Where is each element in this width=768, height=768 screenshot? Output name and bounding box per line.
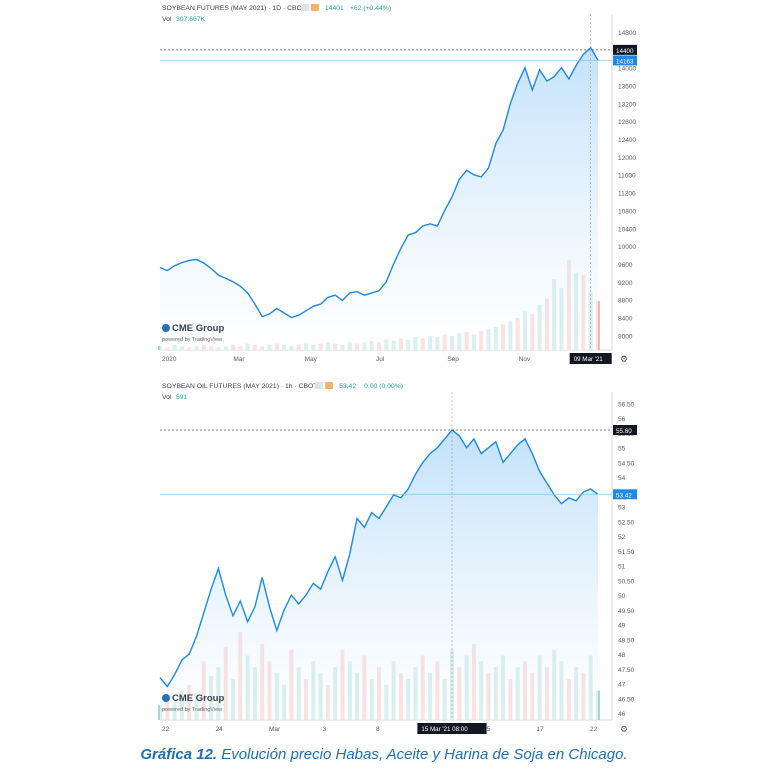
- y-tick-label: 55: [618, 446, 626, 453]
- soybean-oil-futures-chart: 56.505655.505554.505453.505352.505251.50…: [0, 378, 768, 740]
- price-label: 14163: [616, 58, 634, 65]
- x-tick-label: 3: [323, 726, 327, 733]
- x-tick-label: Jul: [376, 356, 385, 363]
- price-change-text: +62 (+0.44%): [350, 5, 391, 12]
- exchange-badge-icon: [310, 4, 319, 11]
- y-tick-label: 46.50: [618, 696, 635, 703]
- volume-value: 591: [176, 394, 188, 401]
- y-tick-label: 50.50: [618, 578, 635, 585]
- cme-group-watermark: CME Group: [172, 323, 224, 334]
- cme-logo-icon: [162, 694, 170, 702]
- x-tick-label: 22: [590, 726, 598, 733]
- x-highlight-label: 15 Mar '21 08:00: [421, 726, 468, 733]
- y-tick-label: 54.50: [618, 460, 635, 467]
- y-tick-label: 11200: [618, 191, 636, 198]
- y-tick-label: 54: [618, 475, 626, 482]
- y-tick-label: 9200: [618, 280, 633, 287]
- caption-text: Evolución precio Habas, Aceite y Harina …: [221, 746, 628, 763]
- x-highlight-box: [569, 353, 612, 364]
- powered-by-label: powered by TradingView: [162, 707, 222, 713]
- x-tick-label: Sep: [447, 356, 459, 363]
- y-tick-label: 52: [618, 534, 626, 541]
- price-change-text: 0.00 (0.00%): [364, 383, 403, 390]
- volume-value: 307.667K: [176, 16, 206, 23]
- y-tick-label: 56.50: [618, 401, 635, 408]
- y-tick-label: 50: [618, 593, 626, 600]
- price-label: 14400: [616, 48, 634, 55]
- exchange-badge-icon: [325, 382, 334, 389]
- chart-symbol-title: SOYBEAN FUTURES (MAY 2021) · 1D · CBOT: [162, 5, 306, 12]
- y-tick-label: 10000: [618, 244, 636, 251]
- volume-label: Vol: [162, 394, 172, 401]
- price-label-box: [613, 55, 637, 66]
- x-tick-label: 2020: [162, 356, 177, 363]
- price-label: 53.42: [616, 492, 632, 499]
- price-label: 55.60: [616, 428, 632, 435]
- settings-gear-icon: ⚙: [620, 724, 628, 734]
- x-tick-label: 17: [537, 726, 545, 733]
- x-tick-label: 22: [162, 726, 170, 733]
- y-tick-label: 8400: [618, 315, 633, 322]
- y-tick-label: 8800: [618, 298, 633, 305]
- last-price-text: 14401: [325, 5, 344, 12]
- y-tick-label: 51: [618, 564, 626, 571]
- y-tick-label: 51.50: [618, 549, 635, 556]
- y-tick-label: 14800: [618, 30, 636, 37]
- y-tick-label: 10400: [618, 226, 636, 233]
- y-tick-label: 10800: [618, 208, 636, 215]
- y-tick-label: 47.50: [618, 667, 635, 674]
- y-tick-label: 13600: [618, 84, 636, 91]
- x-tick-label: Mar: [269, 726, 281, 733]
- x-tick-label: 24: [216, 726, 224, 733]
- y-tick-label: 47: [618, 682, 626, 689]
- y-tick-label: 49.50: [618, 608, 635, 615]
- x-tick-label: 8: [376, 726, 380, 733]
- x-tick-label: Mar: [233, 356, 245, 363]
- y-tick-label: 9600: [618, 262, 633, 269]
- price-line: [159, 429, 599, 688]
- powered-by-label: powered by TradingView: [162, 337, 222, 343]
- price-label-box: [613, 44, 637, 55]
- price-area: [160, 47, 598, 350]
- last-price-text: 53.42: [339, 383, 356, 390]
- y-tick-label: 46: [618, 711, 626, 718]
- cme-logo-icon: [162, 324, 170, 332]
- price-label-box: [613, 425, 637, 436]
- y-tick-label: 11600: [618, 173, 636, 180]
- x-tick-label: Nov: [519, 356, 531, 363]
- figure-caption: Gráfica 12. Evolución precio Habas, Acei…: [0, 746, 768, 763]
- price-area: [160, 430, 598, 720]
- soybean-oil-futures-svg: 56.505655.505554.505453.505352.505251.50…: [158, 382, 637, 734]
- x-highlight-label: 09 Mar '21: [574, 356, 604, 363]
- y-tick-label: 14000: [618, 66, 636, 73]
- y-tick-label: 53: [618, 505, 626, 512]
- y-tick-label: 13200: [618, 101, 636, 108]
- soybean-futures-svg: 14800 14400 14000 13600 13200 12800 12400 12000…: [158, 4, 637, 364]
- settings-gear-icon: ⚙: [620, 354, 628, 364]
- x-tick-label: 15: [483, 726, 491, 733]
- y-tick-label: 49: [618, 623, 626, 630]
- price-line: [159, 46, 599, 319]
- x-highlight-box: [417, 723, 487, 734]
- cme-group-watermark: CME Group: [172, 693, 224, 704]
- symbol-badge-icon: [300, 4, 309, 11]
- volume-label: Vol: [162, 16, 172, 23]
- y-tick-label: 56: [618, 416, 626, 423]
- y-tick-label: 52.50: [618, 519, 635, 526]
- y-tick-label: 8000: [618, 333, 633, 340]
- y-tick-label: 12400: [618, 137, 636, 144]
- y-tick-label: 48.50: [618, 637, 635, 644]
- symbol-badge-icon: [315, 382, 324, 389]
- y-tick-label: 12000: [618, 155, 636, 162]
- y-tick-label: 12800: [618, 119, 636, 126]
- x-tick-label: May: [305, 356, 318, 363]
- y-tick-label: 48: [618, 652, 626, 659]
- caption-label: Gráfica 12.: [140, 746, 218, 763]
- chart-symbol-title: SOYBEAN OIL FUTURES (MAY 2021) · 1h · CB…: [162, 383, 318, 390]
- soybean-futures-chart: 14800 14400 14000 13600 13200 12800 12400 12000…: [0, 0, 768, 370]
- price-label-box: [613, 489, 637, 500]
